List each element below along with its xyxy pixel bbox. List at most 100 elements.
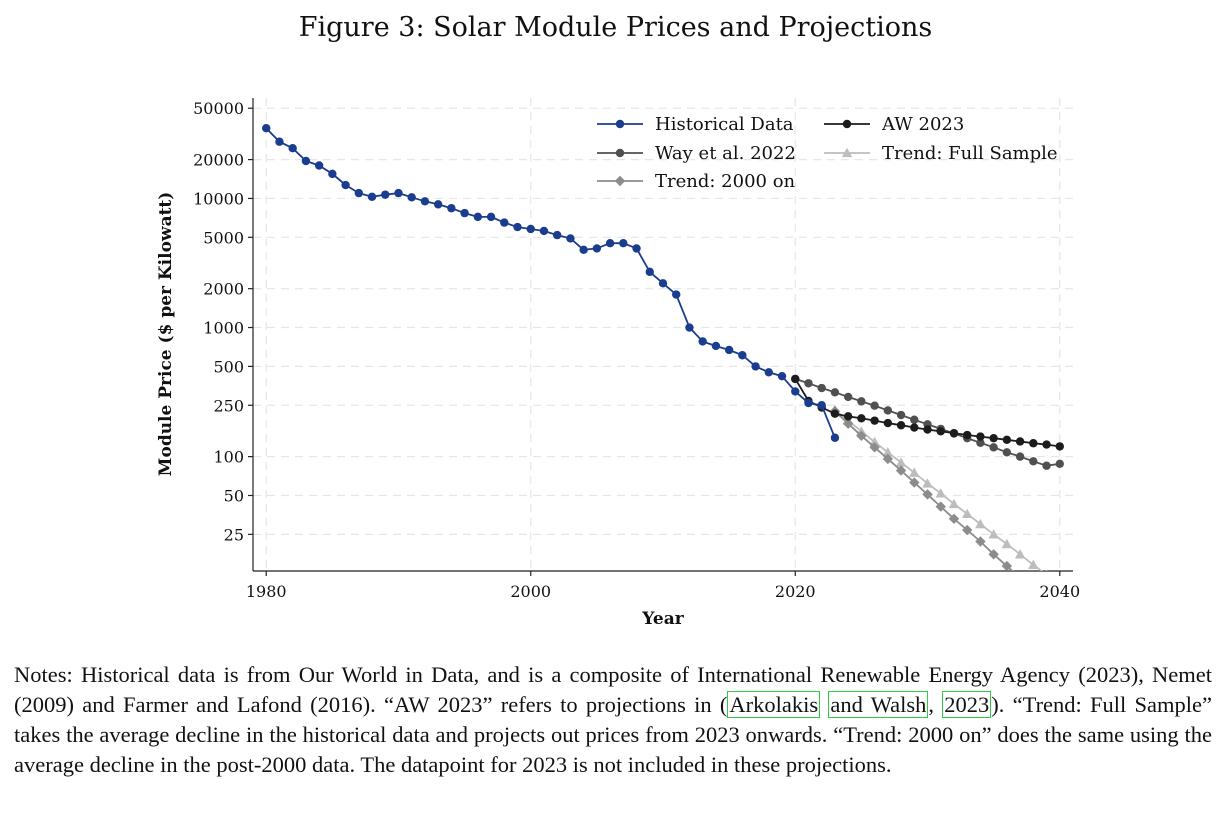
data-point xyxy=(830,388,840,397)
data-point xyxy=(870,401,879,410)
legend-item-historical-data: Historical Data xyxy=(597,114,794,135)
data-point xyxy=(989,433,998,443)
data-point xyxy=(857,397,866,406)
data-point xyxy=(314,161,324,170)
y-tick-label: 50000 xyxy=(193,99,244,118)
data-point xyxy=(791,374,800,384)
legend-label: Trend: 2000 on xyxy=(655,171,796,192)
data-point xyxy=(605,239,615,248)
y-axis-title: Module Price ($ per Kilowatt) xyxy=(156,192,176,477)
y-tick-label: 1000 xyxy=(203,319,244,338)
data-point xyxy=(882,453,894,465)
data-point xyxy=(856,430,867,441)
data-point xyxy=(843,392,853,402)
data-point xyxy=(262,124,271,133)
series-line xyxy=(834,409,1044,571)
data-point xyxy=(579,245,588,255)
legend-marker xyxy=(614,175,626,187)
data-point xyxy=(1055,607,1065,617)
legend-marker xyxy=(842,119,852,129)
data-point xyxy=(486,212,496,222)
data-point xyxy=(988,549,999,560)
data-point xyxy=(817,383,826,393)
legend-marker xyxy=(615,148,625,158)
data-point xyxy=(922,489,933,500)
y-tick-label: 2000 xyxy=(203,280,244,299)
data-point xyxy=(1002,448,1012,457)
data-point xyxy=(1045,569,1048,571)
data-point xyxy=(420,197,430,206)
data-point xyxy=(1042,461,1051,470)
data-point xyxy=(632,244,641,253)
data-point xyxy=(936,427,945,436)
x-tick-label: 2000 xyxy=(510,582,551,601)
data-point xyxy=(1042,440,1051,449)
data-point xyxy=(843,412,853,421)
legend-label: Historical Data xyxy=(655,114,794,135)
notes-text-2: ). “Trend: Full Sample” takes the averag… xyxy=(14,692,1213,777)
data-point xyxy=(354,188,364,198)
data-point xyxy=(751,362,760,371)
data-point xyxy=(923,425,932,434)
data-point xyxy=(698,337,707,346)
y-tick-label: 5000 xyxy=(203,228,244,247)
data-point xyxy=(447,204,456,213)
data-point xyxy=(976,438,985,447)
data-point xyxy=(1014,549,1026,559)
series-aw-2023 xyxy=(791,374,1064,451)
data-point xyxy=(935,501,946,512)
legend-marker xyxy=(615,119,625,129)
data-point xyxy=(672,290,681,299)
data-point xyxy=(539,226,549,236)
data-point xyxy=(645,267,654,277)
data-point xyxy=(407,193,416,202)
series-way-et-al-2022 xyxy=(791,374,1064,470)
x-tick-label: 2020 xyxy=(775,582,816,601)
data-point xyxy=(922,478,933,488)
y-tick-label: 10000 xyxy=(193,189,244,208)
data-point xyxy=(857,414,866,423)
data-point xyxy=(552,230,562,240)
data-point xyxy=(513,222,522,232)
data-point xyxy=(1029,457,1038,466)
data-point xyxy=(882,447,894,457)
data-point xyxy=(869,442,880,453)
data-point xyxy=(817,401,826,410)
data-point xyxy=(301,156,311,166)
y-tick-label: 250 xyxy=(213,396,244,415)
data-point xyxy=(842,418,854,429)
data-point xyxy=(989,443,998,452)
data-point xyxy=(830,433,840,442)
x-tick-label: 1980 xyxy=(246,582,287,601)
data-point xyxy=(804,379,813,388)
y-tick-label: 500 xyxy=(213,357,244,376)
data-point xyxy=(1028,585,1038,595)
notes-text-1: Notes: Historical data is from Our World… xyxy=(14,662,1212,717)
data-point xyxy=(961,524,973,536)
data-point xyxy=(473,212,483,222)
data-point xyxy=(367,192,377,201)
data-point xyxy=(910,415,919,424)
data-point xyxy=(460,208,469,218)
data-point xyxy=(961,508,973,519)
legend-item-aw-2023: AW 2023 xyxy=(824,114,964,135)
data-point xyxy=(711,341,721,351)
data-point xyxy=(909,477,920,488)
legend-marker xyxy=(841,147,853,158)
data-point xyxy=(895,457,907,467)
data-point xyxy=(830,409,840,418)
legend-item-way-et-al-2022: Way et al. 2022 xyxy=(597,143,796,164)
data-point xyxy=(895,465,907,476)
citation-link-author-b[interactable]: and Walsh xyxy=(828,691,929,718)
data-point xyxy=(658,279,668,288)
axes xyxy=(252,98,1073,572)
data-point xyxy=(883,418,893,428)
data-point xyxy=(685,323,694,332)
y-tick-label: 50 xyxy=(224,486,244,505)
x-tick-label: 2040 xyxy=(1039,582,1080,601)
data-point xyxy=(804,398,813,408)
citation-link-year[interactable]: 2023 xyxy=(942,691,992,718)
data-point xyxy=(526,224,535,234)
data-point xyxy=(592,244,602,253)
citation-link-author-a[interactable]: Arkolakis xyxy=(727,691,821,718)
